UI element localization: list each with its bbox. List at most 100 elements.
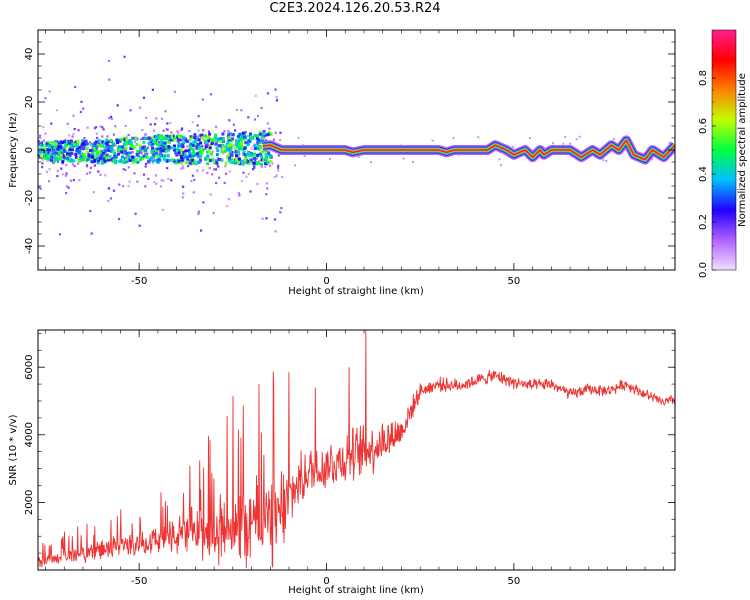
heatmap-cell: [172, 144, 176, 148]
heatmap-cell: [193, 133, 197, 137]
heatmap-cell: [148, 137, 152, 141]
heatmap-cell: [208, 132, 212, 136]
heatmap-cell: [210, 137, 214, 141]
snr-y-tick-label: 2000: [24, 490, 35, 515]
heatmap-speckle: [201, 145, 204, 148]
heatmap-cell: [64, 145, 68, 149]
heatmap-cell: [153, 139, 157, 143]
heatmap-speckle: [186, 164, 190, 168]
heatmap-cell: [206, 150, 210, 154]
heatmap-cell: [169, 138, 173, 142]
heatmap-cell: [225, 143, 229, 147]
heatmap-cell: [100, 149, 104, 153]
heatmap-cell: [238, 132, 242, 136]
heatmap-speckle: [277, 154, 280, 157]
heatmap-speckle: [95, 132, 98, 135]
heatmap-cell: [206, 154, 210, 158]
heatmap-cell: [75, 144, 79, 148]
heatmap-cell: [142, 140, 146, 144]
heatmap-cell: [174, 161, 178, 165]
heatmap-speckle: [39, 187, 43, 190]
heatmap-speckle: [211, 173, 214, 176]
heatmap-speckle: [145, 162, 148, 166]
heatmap-speckle: [64, 174, 68, 177]
heatmap-cell: [261, 132, 265, 136]
heatmap-cell: [181, 135, 185, 139]
heatmap-cell: [62, 140, 66, 144]
heatmap-cell: [108, 155, 112, 159]
heatmap-speckle: [127, 142, 130, 145]
heatmap-cell: [116, 152, 120, 156]
heatmap-speckle: [211, 150, 214, 153]
heatmap-speckle: [46, 159, 49, 162]
heatmap-speckle: [144, 165, 147, 168]
heatmap-speckle: [268, 164, 272, 167]
heatmap-speckle: [328, 157, 331, 160]
heatmap-cell: [128, 151, 132, 155]
heatmap-cell: [103, 159, 107, 163]
heatmap-cell: [125, 151, 129, 155]
heatmap-speckle: [177, 131, 180, 135]
heatmap-speckle: [193, 178, 196, 182]
heatmap-speckle: [118, 183, 121, 186]
heatmap-speckle: [208, 166, 211, 170]
heatmap-cell: [124, 147, 128, 151]
heatmap-speckle: [273, 176, 276, 179]
heatmap-speckle: [266, 92, 270, 95]
heatmap-speckle: [188, 129, 191, 133]
heatmap-cell: [52, 149, 56, 153]
heatmap-speckle: [42, 139, 45, 142]
heatmap-cell: [89, 149, 93, 153]
heatmap-cell: [82, 158, 86, 162]
heatmap-cell: [49, 158, 53, 162]
heatmap-speckle: [72, 179, 75, 182]
snr-plot-area: [38, 330, 675, 570]
heatmap-cell: [49, 155, 53, 159]
heatmap-cell: [131, 155, 135, 159]
heatmap-speckle: [562, 142, 565, 145]
heatmap-cell: [264, 162, 268, 166]
heatmap-cell: [105, 141, 109, 145]
heatmap-cell: [151, 146, 155, 150]
heatmap-cell: [257, 138, 261, 142]
heatmap-cell: [39, 154, 43, 158]
heatmap-cell: [131, 136, 135, 140]
heatmap-cell: [163, 141, 167, 145]
heatmap-speckle: [101, 126, 104, 129]
heatmap-cell: [268, 155, 272, 159]
heatmap-cell: [227, 159, 231, 163]
heatmap-cell: [206, 162, 210, 166]
heatmap-speckle: [180, 167, 183, 170]
heatmap-cell: [249, 158, 253, 162]
colorbar: 0.0 0.2 0.4 0.6 0.8 Normalized spectral ampl…: [698, 29, 748, 278]
heatmap-speckle: [64, 191, 68, 195]
heatmap-speckle: [191, 174, 194, 177]
heatmap-cell: [45, 144, 49, 148]
heatmap-cell: [175, 147, 179, 151]
heatmap-cell: [120, 160, 124, 164]
heatmap-cell: [235, 157, 239, 161]
heatmap-speckle: [149, 123, 152, 126]
heatmap-cell: [77, 145, 81, 149]
heatmap-cell: [208, 137, 212, 141]
heatmap-cell: [208, 146, 212, 150]
heatmap-cell: [85, 146, 89, 150]
heatmap-x-tick-label: 0: [323, 276, 329, 287]
heatmap-speckle: [93, 127, 96, 130]
heatmap-cell: [165, 159, 169, 163]
heatmap-cell: [181, 150, 185, 154]
heatmap-speckle: [247, 116, 250, 119]
heatmap-speckle: [297, 136, 300, 139]
heatmap-cell: [51, 142, 55, 146]
heatmap-cell: [151, 159, 155, 163]
heatmap-speckle: [144, 133, 147, 137]
heatmap-cell: [44, 156, 48, 160]
heatmap-speckle: [668, 141, 671, 144]
heatmap-cell: [255, 161, 259, 165]
heatmap-speckle: [191, 120, 194, 124]
heatmap-cell: [260, 150, 264, 154]
heatmap-cell: [192, 140, 196, 144]
heatmap-speckle: [240, 109, 243, 112]
heatmap-speckle: [41, 165, 44, 169]
heatmap-cell: [210, 142, 214, 146]
